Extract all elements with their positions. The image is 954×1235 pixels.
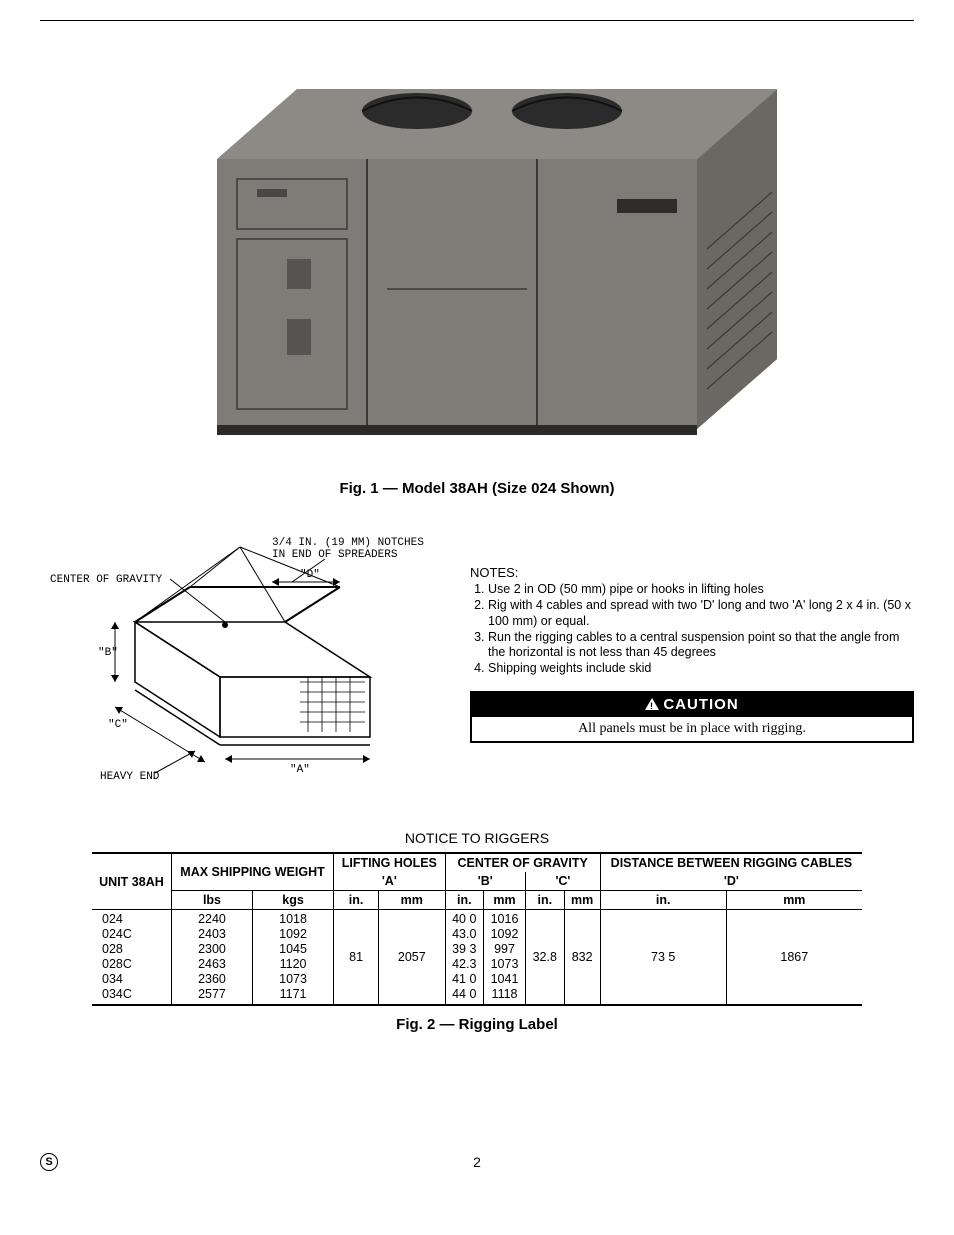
notes-title: NOTES:	[470, 565, 914, 580]
u-in-b: in.	[445, 891, 483, 910]
caution-heading-text: CAUTION	[663, 696, 738, 713]
caution-heading: ! CAUTION	[472, 693, 912, 717]
u-mm-a: mm	[379, 891, 445, 910]
lbs: 2403	[178, 927, 246, 942]
b-mm: 1016	[490, 912, 519, 927]
kgs-cell: 1018 1092 1045 1120 1073 1171	[253, 910, 334, 1006]
a-in-cell: 81	[334, 910, 379, 1006]
sub-a: 'A'	[334, 872, 445, 891]
notes-list: Use 2 in OD (50 mm) pipe or hooks in lif…	[470, 582, 914, 677]
model: 024C	[102, 927, 165, 942]
u-in-a: in.	[334, 891, 379, 910]
sub-c: 'C'	[526, 872, 601, 891]
b-in: 43.0	[452, 927, 477, 942]
u-mm-c: mm	[564, 891, 600, 910]
lbs-cell: 2240 2403 2300 2463 2360 2577	[171, 910, 252, 1006]
b-mm: 1073	[490, 957, 519, 972]
b-mm: 1118	[490, 987, 519, 1002]
kgs: 1073	[259, 972, 327, 987]
u-in-d: in.	[600, 891, 726, 910]
col-ship: MAX SHIPPING WEIGHT	[171, 853, 333, 891]
model: 024	[102, 912, 165, 927]
b-mm: 1092	[490, 927, 519, 942]
kgs: 1120	[259, 957, 327, 972]
figure2-row: 3/4 IN. (19 MM) NOTCHES IN END OF SPREAD…	[40, 527, 914, 790]
u-in-c: in.	[526, 891, 564, 910]
a-mm-cell: 2057	[379, 910, 445, 1006]
lbs: 2240	[178, 912, 246, 927]
c-in-cell: 32.8	[526, 910, 564, 1006]
notch-label-line1: 3/4 IN. (19 MM) NOTCHES	[272, 537, 424, 549]
lbs: 2577	[178, 987, 246, 1002]
heavy-end-label: HEAVY END	[100, 771, 160, 783]
caution-box: ! CAUTION All panels must be in place wi…	[470, 691, 914, 743]
riggers-title: NOTICE TO RIGGERS	[40, 830, 914, 846]
note-item: Rig with 4 cables and spread with two 'D…	[488, 598, 914, 629]
col-unit: UNIT 38AH	[92, 853, 171, 910]
kgs: 1171	[259, 987, 327, 1002]
c-mm-cell: 832	[564, 910, 600, 1006]
model: 028	[102, 942, 165, 957]
b-in: 42.3	[452, 957, 477, 972]
caution-body: All panels must be in place with rigging…	[472, 717, 912, 741]
cog-label: CENTER OF GRAVITY	[50, 574, 163, 586]
circled-s-mark: S	[40, 1153, 58, 1171]
riggers-table: UNIT 38AH MAX SHIPPING WEIGHT LIFTING HO…	[92, 852, 862, 1006]
figure1-caption: Fig. 1 — Model 38AH (Size 024 Shown)	[40, 480, 914, 497]
u-kgs: kgs	[253, 891, 334, 910]
model: 028C	[102, 957, 165, 972]
lbs: 2360	[178, 972, 246, 987]
dim-d-label: "D"	[300, 569, 320, 581]
d-in-cell: 73 5	[600, 910, 726, 1006]
sub-d: 'D'	[600, 872, 862, 891]
kgs: 1045	[259, 942, 327, 957]
rigging-diagram-container: 3/4 IN. (19 MM) NOTCHES IN END OF SPREAD…	[40, 527, 440, 790]
b-in: 39 3	[452, 942, 477, 957]
figure1-photo-container	[40, 29, 914, 472]
note-item: Use 2 in OD (50 mm) pipe or hooks in lif…	[488, 582, 914, 597]
b-in-cell: 40 0 43.0 39 3 42.3 41 0 44 0	[445, 910, 483, 1006]
b-mm-cell: 1016 1092 997 1073 1041 1118	[484, 910, 526, 1006]
dim-c-label: "C"	[108, 719, 128, 731]
figure2-caption: Fig. 2 — Rigging Label	[40, 1016, 914, 1033]
u-mm-d: mm	[726, 891, 862, 910]
page-number: 2	[473, 1154, 481, 1170]
u-mm-b: mm	[484, 891, 526, 910]
col-lift: LIFTING HOLES	[334, 853, 445, 872]
note-item: Shipping weights include skid	[488, 661, 914, 676]
lbs: 2463	[178, 957, 246, 972]
u-lbs: lbs	[171, 891, 252, 910]
kgs: 1092	[259, 927, 327, 942]
b-in: 41 0	[452, 972, 477, 987]
d-mm-cell: 1867	[726, 910, 862, 1006]
b-in: 40 0	[452, 912, 477, 927]
b-in: 44 0	[452, 987, 477, 1002]
b-mm: 1041	[490, 972, 519, 987]
svg-text:!: !	[650, 701, 654, 710]
notch-label-line2: IN END OF SPREADERS	[272, 549, 398, 561]
notes-column: NOTES: Use 2 in OD (50 mm) pipe or hooks…	[470, 527, 914, 743]
model: 034C	[102, 987, 165, 1002]
note-item: Run the rigging cables to a central susp…	[488, 630, 914, 661]
warning-triangle-icon: !	[645, 697, 659, 714]
rigging-diagram: 3/4 IN. (19 MM) NOTCHES IN END OF SPREAD…	[40, 527, 440, 787]
dim-a-label: "A"	[290, 764, 310, 776]
page-footer: S 2	[40, 1153, 914, 1171]
model-cell: 024 024C 028 028C 034 034C	[92, 910, 171, 1006]
page-top-rule	[40, 20, 914, 21]
col-cog: CENTER OF GRAVITY	[445, 853, 600, 872]
lbs: 2300	[178, 942, 246, 957]
b-mm: 997	[490, 942, 519, 957]
sub-b: 'B'	[445, 872, 526, 891]
col-dist: DISTANCE BETWEEN RIGGING CABLES	[600, 853, 862, 872]
model: 034	[102, 972, 165, 987]
dim-b-label: "B"	[98, 647, 118, 659]
kgs: 1018	[259, 912, 327, 927]
unit-photo-illustration	[137, 29, 817, 469]
